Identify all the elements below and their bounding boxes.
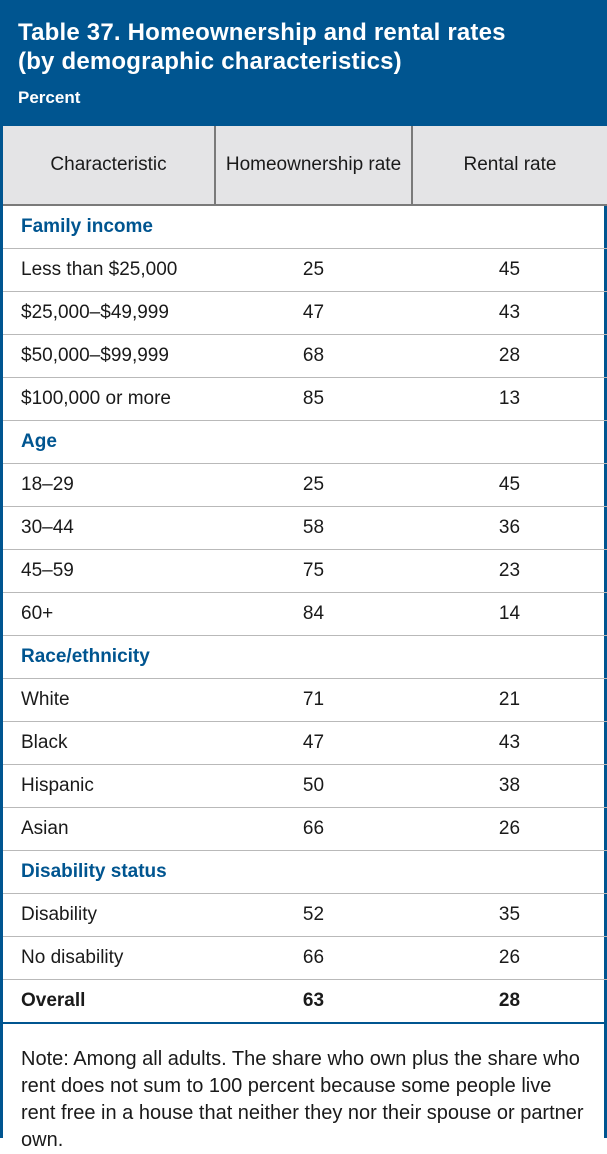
- table-head: Characteristic Homeownership rate Rental…: [3, 126, 607, 205]
- row-label: 30–44: [3, 506, 215, 550]
- rental-value: 36: [412, 506, 607, 550]
- table-row: Less than $25,000 25 45: [3, 248, 607, 292]
- table-row: 18–29 25 45: [3, 463, 607, 507]
- group-row: Disability status: [3, 850, 607, 894]
- table-title: Table 37. Homeownership and rental rates…: [18, 18, 587, 76]
- rental-value: 45: [412, 463, 607, 507]
- table-row: 45–59 75 23: [3, 549, 607, 593]
- table-note: Note: Among all adults. The share who ow…: [21, 1048, 584, 1151]
- homeownership-value: 47: [215, 721, 412, 765]
- group-heading: Race/ethnicity: [3, 635, 607, 679]
- homeownership-value: 47: [215, 291, 412, 335]
- row-label: Disability: [3, 893, 215, 937]
- homeownership-value: 25: [215, 248, 412, 292]
- group-heading: Disability status: [3, 850, 607, 894]
- row-label: Hispanic: [3, 764, 215, 808]
- row-label: Less than $25,000: [3, 248, 215, 292]
- homeownership-value: 68: [215, 334, 412, 378]
- homeownership-value: 66: [215, 807, 412, 851]
- group-row: Race/ethnicity: [3, 635, 607, 679]
- table-row: No disability 66 26: [3, 936, 607, 980]
- column-header-rental: Rental rate: [411, 126, 607, 205]
- rental-value: 43: [412, 291, 607, 335]
- row-label: $100,000 or more: [3, 377, 215, 421]
- overall-row: Overall 63 28: [3, 979, 607, 1024]
- table-row: Disability 52 35: [3, 893, 607, 937]
- column-header-characteristic: Characteristic: [3, 126, 215, 205]
- rental-value: 43: [412, 721, 607, 765]
- table-row: 30–44 58 36: [3, 506, 607, 550]
- table-row: Black 47 43: [3, 721, 607, 765]
- overall-homeownership-value: 63: [215, 979, 412, 1024]
- table-header: Table 37. Homeownership and rental rates…: [0, 0, 607, 126]
- table-subtitle: Percent: [18, 88, 81, 107]
- table-row: 60+ 84 14: [3, 592, 607, 636]
- group-heading: Family income: [3, 205, 607, 249]
- table-row: $25,000–$49,999 47 43: [3, 291, 607, 335]
- homeownership-value: 50: [215, 764, 412, 808]
- title-line-1: Table 37. Homeownership and rental rates: [18, 19, 506, 46]
- homeownership-value: 52: [215, 893, 412, 937]
- homeownership-value: 84: [215, 592, 412, 636]
- homeownership-value: 85: [215, 377, 412, 421]
- table-body: Family income Less than $25,000 25 45 $25,00…: [3, 205, 607, 1024]
- row-label: 60+: [3, 592, 215, 636]
- table-row: $50,000–$99,999 68 28: [3, 334, 607, 378]
- table-row: White 71 21: [3, 678, 607, 722]
- column-header-homeownership: Homeownership rate: [214, 126, 412, 205]
- rental-value: 28: [412, 334, 607, 378]
- row-label: 18–29: [3, 463, 215, 507]
- overall-rental-value: 28: [412, 979, 607, 1024]
- rental-value: 26: [412, 936, 607, 980]
- homeownership-value: 66: [215, 936, 412, 980]
- rental-value: 14: [412, 592, 607, 636]
- overall-label: Overall: [3, 979, 215, 1024]
- row-label: White: [3, 678, 215, 722]
- table-row: Asian 66 26: [3, 807, 607, 851]
- rental-value: 23: [412, 549, 607, 593]
- rental-value: 26: [412, 807, 607, 851]
- homeownership-value: 25: [215, 463, 412, 507]
- table-row: $100,000 or more 85 13: [3, 377, 607, 421]
- row-label: Asian: [3, 807, 215, 851]
- group-heading: Age: [3, 420, 607, 464]
- table-row: Hispanic 50 38: [3, 764, 607, 808]
- group-row: Family income: [3, 205, 607, 249]
- row-label: 45–59: [3, 549, 215, 593]
- table-panel: Characteristic Homeownership rate Rental…: [3, 126, 607, 1151]
- row-label: Black: [3, 721, 215, 765]
- rental-value: 45: [412, 248, 607, 292]
- group-row: Age: [3, 420, 607, 464]
- homeownership-value: 58: [215, 506, 412, 550]
- rental-value: 35: [412, 893, 607, 937]
- homeownership-value: 71: [215, 678, 412, 722]
- row-label: $25,000–$49,999: [3, 291, 215, 335]
- title-line-2: (by demographic characteristics): [18, 48, 402, 75]
- data-table: Characteristic Homeownership rate Rental…: [3, 126, 607, 1024]
- row-label: $50,000–$99,999: [3, 334, 215, 378]
- rental-value: 21: [412, 678, 607, 722]
- homeownership-value: 75: [215, 549, 412, 593]
- rental-value: 38: [412, 764, 607, 808]
- row-label: No disability: [3, 936, 215, 980]
- rental-value: 13: [412, 377, 607, 421]
